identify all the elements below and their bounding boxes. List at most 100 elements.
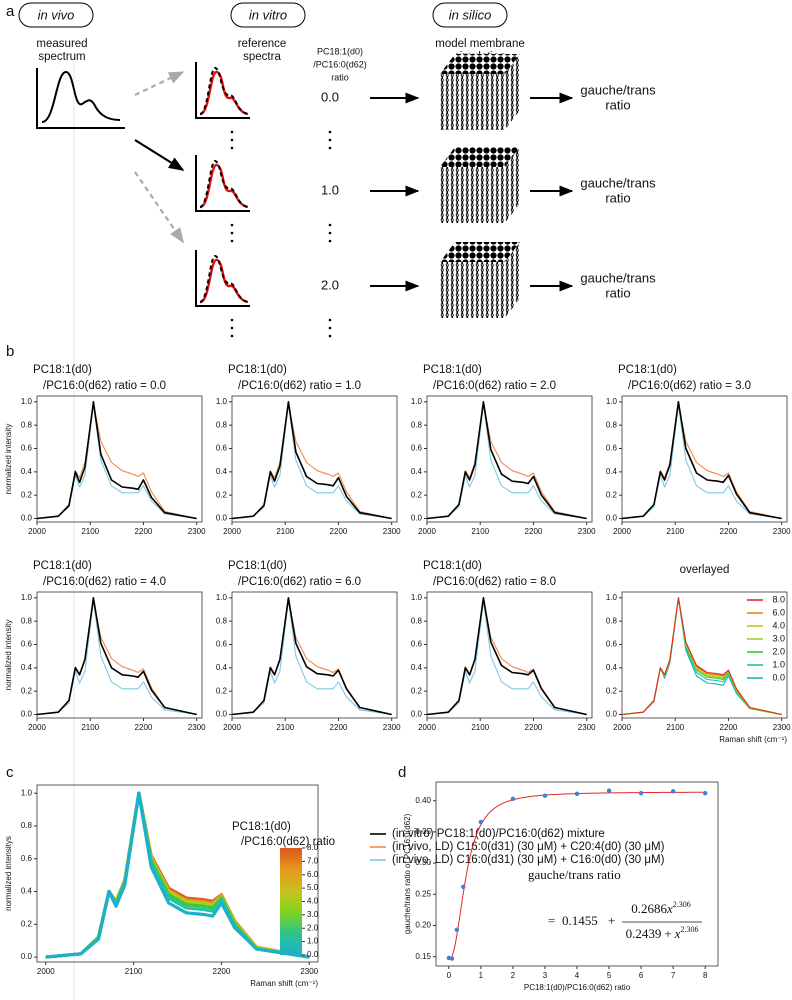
colorbar-tick-label: 5.0 — [307, 883, 319, 892]
x-tick-label: 2200 — [213, 967, 231, 976]
y-tick-label: 0.25 — [415, 889, 431, 898]
legend-label: (in vivo, LD) C16:0(d31) (30 μM) + C20:4… — [392, 841, 665, 853]
x-axis-label: Raman shift (cm⁻¹) — [719, 735, 787, 744]
axis-sketch — [36, 68, 125, 129]
flow-arrow — [134, 71, 185, 96]
subplot-title: /PC16:0(d62) ratio = 4.0 — [43, 576, 166, 588]
spectrum-line — [45, 791, 310, 959]
legend-label: 0.0 — [772, 672, 785, 682]
y-tick-label: 0.2 — [216, 490, 228, 499]
y-tick-label: 0.0 — [606, 710, 618, 719]
colorbar-title: /PC16:0(d62) ratio — [241, 836, 335, 848]
y-tick-label: 0.4 — [216, 663, 228, 672]
reference-black — [199, 159, 249, 208]
membrane-side — [505, 54, 520, 130]
x-tick-label: 2300 — [188, 723, 206, 732]
legend-label: (in vivo, LD) C16:0(d31) (30 μM) + C16:0… — [392, 854, 665, 866]
y-tick-label: 1.0 — [216, 593, 228, 602]
x-tick-label: 2000 — [28, 723, 46, 732]
x-tick-label: 2200 — [135, 527, 153, 536]
spectrum-line — [426, 401, 587, 520]
equation-part: 0.2686 — [631, 901, 667, 916]
subplot-title: PC18:1(d0) — [228, 560, 287, 572]
x-tick-label: 2200 — [330, 723, 348, 732]
subplot-title: PC18:1(d0) — [33, 364, 92, 376]
ratio-header: /PC16:0(d62) — [313, 59, 367, 69]
y-tick-label: 1.0 — [21, 593, 33, 602]
x-tick-label: 2100 — [81, 527, 99, 536]
spectrum-line — [45, 791, 310, 959]
y-tick-label: 0.4 — [411, 663, 423, 672]
plot-frame — [36, 395, 203, 523]
ellipsis-dot — [230, 138, 234, 142]
y-tick-label: 0.4 — [411, 467, 423, 476]
colorbar-tick-label: 3.0 — [307, 910, 319, 919]
y-tick-label: 0.4 — [21, 663, 33, 672]
spectrum-line — [426, 403, 587, 520]
y-tick-label: 0.6 — [606, 444, 618, 453]
y-tick-label: 0.0 — [411, 514, 423, 523]
y-tick-label: 0.0 — [216, 710, 228, 719]
spectrum-line — [231, 401, 392, 520]
y-tick-label: 1.0 — [411, 593, 423, 602]
spectrum-line — [231, 599, 392, 716]
ellipsis-dot — [230, 130, 234, 134]
membrane-front — [440, 167, 505, 223]
axis-sketch — [195, 62, 250, 119]
axis-sketch — [195, 155, 250, 212]
measured-label: spectrum — [38, 51, 85, 63]
x-tick-label: 2100 — [125, 967, 143, 976]
x-tick-label: 2200 — [135, 723, 153, 732]
spectrum-line — [621, 597, 782, 716]
x-tick-label: 2100 — [666, 723, 684, 732]
ellipsis-dot — [230, 318, 234, 322]
equation-numerator: 0.2686x2.306 — [631, 900, 691, 916]
spectrum-line — [426, 599, 587, 716]
data-point — [702, 791, 708, 796]
equation-part: 0.2439 — [626, 926, 662, 941]
x-tick-label: 2100 — [276, 527, 294, 536]
legend-label: 3.0 — [772, 633, 785, 643]
data-point — [670, 789, 676, 794]
panel-label: c — [6, 764, 14, 781]
equation-part: = — [548, 913, 555, 928]
legend-label: 8.0 — [772, 594, 785, 604]
y-tick-label: 0.6 — [21, 640, 33, 649]
spectrum-line — [426, 597, 587, 716]
subplot-title: /PC16:0(d62) ratio = 2.0 — [433, 380, 556, 392]
data-point — [454, 927, 460, 933]
y-tick-label: 0.2 — [21, 686, 33, 695]
stage-box — [230, 2, 306, 28]
reference-red — [199, 163, 249, 209]
y-tick-label: 0.4 — [21, 887, 33, 896]
spectrum-line — [621, 597, 782, 716]
x-axis-label: Raman shift (cm⁻¹) — [250, 979, 318, 988]
y-tick-label: 0.4 — [216, 467, 228, 476]
colorbar-tick-label: 4.0 — [307, 897, 319, 906]
y-tick-label: 0.8 — [216, 420, 228, 429]
panel-label: a — [6, 3, 15, 20]
y-tick-label: 0.8 — [21, 821, 33, 830]
x-tick-label: 4 — [575, 971, 580, 980]
spectrum-line — [621, 597, 782, 716]
plot-frame — [426, 395, 593, 523]
spectrum-line — [621, 401, 782, 520]
x-tick-label: 2000 — [223, 723, 241, 732]
ellipsis-dot — [328, 318, 332, 322]
spectrum-line — [426, 403, 587, 520]
x-tick-label: 2000 — [418, 527, 436, 536]
equation-label: gauche/trans ratio — [528, 867, 621, 882]
x-tick-label: 2100 — [81, 723, 99, 732]
x-tick-label: 2100 — [471, 527, 489, 536]
data-point — [461, 884, 466, 889]
data-point — [606, 788, 612, 793]
spectrum-line — [36, 403, 197, 520]
y-axis-label: normalized intensitys — [4, 836, 13, 911]
colorbar-tick-label: 8.0 — [307, 843, 319, 852]
spectrum-line — [231, 599, 392, 716]
subplot-title: /PC16:0(d62) ratio = 3.0 — [628, 380, 751, 392]
equation-part: x — [674, 926, 681, 941]
spectrum-line — [426, 599, 587, 716]
y-tick-label: 0.2 — [411, 490, 423, 499]
colorbar-title: PC18:1(d0) — [232, 821, 291, 833]
